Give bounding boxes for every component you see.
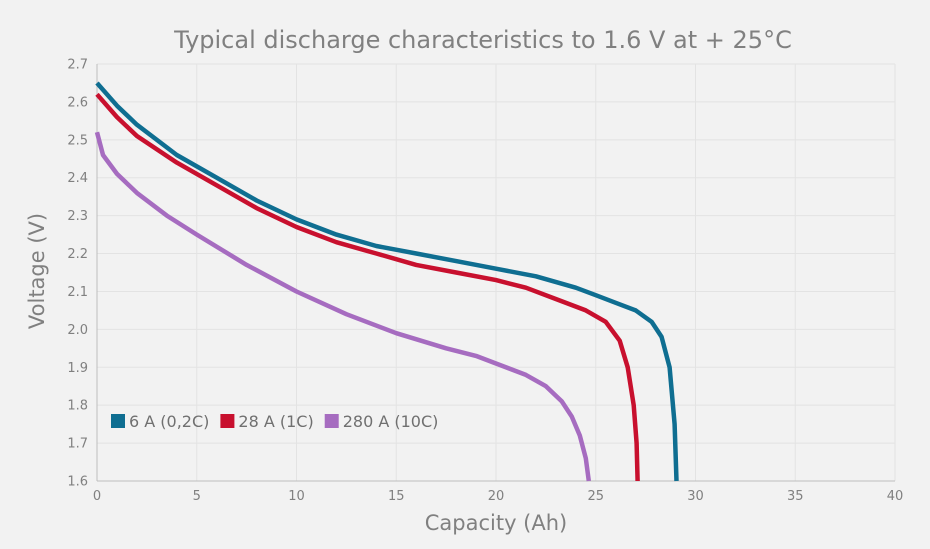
x-axis-label: Capacity (Ah) [425, 511, 568, 535]
y-tick-label: 2.3 [67, 209, 88, 224]
y-tick-label: 2.4 [67, 171, 88, 186]
x-tick-label: 35 [787, 489, 804, 504]
x-tick-label: 25 [587, 489, 604, 504]
y-tick-label: 2.5 [67, 133, 88, 148]
series-line-2 [94, 131, 592, 482]
legend-label-2: 280 A (10C) [343, 412, 439, 431]
y-axis-label: Voltage (V) [25, 213, 49, 329]
series-lines [94, 81, 679, 482]
x-tick-label: 10 [288, 489, 305, 504]
legend-label-1: 28 A (1C) [238, 412, 313, 431]
y-tick-label: 2.2 [67, 247, 88, 262]
y-tick-label: 1.7 [67, 437, 88, 452]
legend-swatch-0 [111, 414, 125, 428]
y-tick-label: 1.8 [67, 399, 88, 414]
y-tick-label: 1.6 [67, 475, 88, 490]
y-tick-label: 2.1 [67, 285, 88, 300]
legend-label-0: 6 A (0,2C) [129, 412, 209, 431]
y-tick-label: 1.9 [67, 361, 88, 376]
x-tick-label: 5 [193, 489, 201, 504]
y-tick-label: 2.0 [67, 323, 88, 338]
x-tick-label: 30 [687, 489, 704, 504]
x-tick-label: 40 [887, 489, 904, 504]
legend-swatch-1 [220, 414, 235, 428]
chart-title: Typical discharge characteristics to 1.6… [173, 26, 792, 54]
series-line-0 [95, 81, 679, 482]
grid-lines [96, 63, 896, 482]
legend-swatch-2 [324, 414, 339, 428]
x-tick-label: 0 [93, 489, 101, 504]
y-tick-label: 2.6 [67, 95, 88, 110]
legend: 6 A (0,2C) 28 A (1C) 280 A (10C) [111, 412, 438, 431]
tick-labels: 1.6 1.7 1.8 1.9 2.0 2.1 2.2 2.3 2.4 2.5 2.6 2.7 0 5 10… [67, 58, 903, 505]
y-tick-label: 2.7 [67, 58, 88, 73]
series-line-1 [95, 92, 640, 482]
x-tick-label: 15 [388, 489, 405, 504]
x-tick-label: 20 [488, 489, 505, 504]
